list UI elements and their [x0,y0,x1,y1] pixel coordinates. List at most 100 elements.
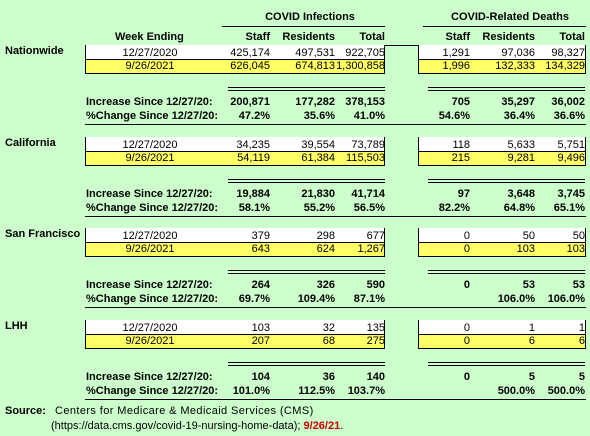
double-line-bottom-1 [428,365,585,366]
current-inf-residents: 624 [316,243,335,255]
base-row-box-dth [418,45,586,59]
base-date: 12/27/2020 [122,139,178,151]
increase-inf-residents: 177,282 [295,96,335,108]
current-dth-staff: 0 [463,335,470,347]
current-date: 9/26/2021 [125,152,175,164]
increase-dth-total: 36,002 [551,96,585,108]
double-line-top-0 [228,179,385,180]
base-row-box-inf [85,320,385,334]
source-date: 9/26/21 [303,420,341,432]
pct-dth-staff: 54.6% [438,110,470,122]
pct-label: %Change Since 12/27/20: [86,385,219,397]
current-inf-staff: 207 [251,335,270,347]
current-dth-staff: 215 [451,152,470,164]
section-name-lhh: LHH [5,320,28,332]
increase-dth-total: 3,745 [557,188,585,200]
base-dth-total: 98,327 [551,47,585,59]
base-dth-residents: 97,036 [501,47,535,59]
pct-inf-total: 87.1% [353,293,385,305]
increase-label: Increase Since 12/27/20: [86,96,213,108]
base-row-box-dth [418,320,586,334]
pct-dth-total: 36.6% [553,110,585,122]
increase-dth-total: 53 [572,279,585,291]
source-label: Source: [5,405,46,417]
pct-inf-residents: 35.6% [303,110,335,122]
base-dth-residents: 1 [528,322,535,334]
double-line-top-0 [228,270,385,271]
base-row-box-dth [418,137,586,151]
base-dth-staff: 0 [463,322,470,334]
double-line-bottom-1 [428,182,585,183]
base-dth-total: 50 [572,230,585,242]
base-row-box-dth [418,228,586,242]
double-line-bottom-0 [228,365,385,366]
increase-inf-staff: 264 [251,279,270,291]
source-period: . [340,420,344,432]
current-inf-total: 275 [366,335,385,347]
col-header-inf-total: Total [359,31,385,43]
base-inf-total: 135 [366,322,385,334]
source-url: (https://data.cms.gov/covid-19-nursing-h… [51,420,301,432]
current-date: 9/26/2021 [125,243,175,255]
pct-dth-staff [420,292,470,306]
current-row-box-dth [418,151,586,166]
base-inf-total: 677 [366,230,385,242]
current-row-box-inf [85,151,385,166]
current-dth-residents: 132,333 [495,60,535,72]
group-underline-infections [222,26,385,27]
base-row-box-inf [85,228,385,242]
current-inf-residents: 674,813 [295,60,335,72]
current-inf-staff: 643 [251,243,270,255]
base-date: 12/27/2020 [122,47,178,59]
pct-inf-residents: 109.4% [297,293,335,305]
base-inf-total: 73,789 [351,139,385,151]
section-name-nationwide: Nationwide [5,45,64,57]
col-header-inf-staff: Staff [245,31,270,43]
base-dth-staff: 1,291 [442,47,470,59]
pct-label: %Change Since 12/27/20: [86,110,219,122]
double-line-top-0 [228,87,385,88]
pct-inf-residents: 55.2% [303,202,335,214]
pct-dth-residents: 36.4% [503,110,535,122]
increase-inf-staff: 104 [251,371,270,383]
current-row-box-inf [85,334,385,349]
current-row-box-dth [418,59,586,74]
current-inf-total: 1,267 [357,243,385,255]
base-inf-staff: 379 [251,230,270,242]
pct-inf-staff: 58.1% [238,202,270,214]
increase-dth-staff: 705 [451,96,470,108]
base-inf-total: 922,705 [345,47,385,59]
base-inf-staff: 425,174 [230,47,270,59]
current-date: 9/26/2021 [125,60,175,72]
base-dth-staff: 118 [452,139,470,151]
current-dth-total: 134,329 [545,60,585,72]
increase-label: Increase Since 12/27/20: [86,371,213,383]
section-underline [85,216,586,217]
current-row-box-dth [418,242,586,257]
base-inf-residents: 497,531 [295,47,335,59]
double-line-top-1 [428,362,585,363]
current-dth-residents: 9,281 [507,152,535,164]
double-line-top-0 [228,362,385,363]
increase-inf-total: 378,153 [345,96,385,108]
base-inf-residents: 39,554 [301,139,335,151]
double-line-bottom-0 [228,182,385,183]
base-dth-residents: 50 [522,230,535,242]
base-dth-residents: 5,633 [507,139,535,151]
base-date: 12/27/2020 [122,322,178,334]
increase-inf-total: 590 [366,279,385,291]
group-underline-deaths [423,26,586,27]
current-inf-residents: 68 [322,335,335,347]
increase-inf-residents: 326 [316,279,335,291]
base-inf-residents: 32 [322,322,335,334]
pct-inf-staff: 101.0% [232,385,270,397]
pct-inf-residents: 112.5% [298,385,335,397]
pct-inf-total: 103.7% [347,385,385,397]
base-dth-total: 1 [578,322,585,334]
increase-dth-staff: 97 [457,188,470,200]
double-line-bottom-1 [428,273,585,274]
current-date: 9/26/2021 [125,335,175,347]
col-header-inf-residents: Residents [282,31,335,43]
pct-inf-staff: 47.2% [238,110,270,122]
